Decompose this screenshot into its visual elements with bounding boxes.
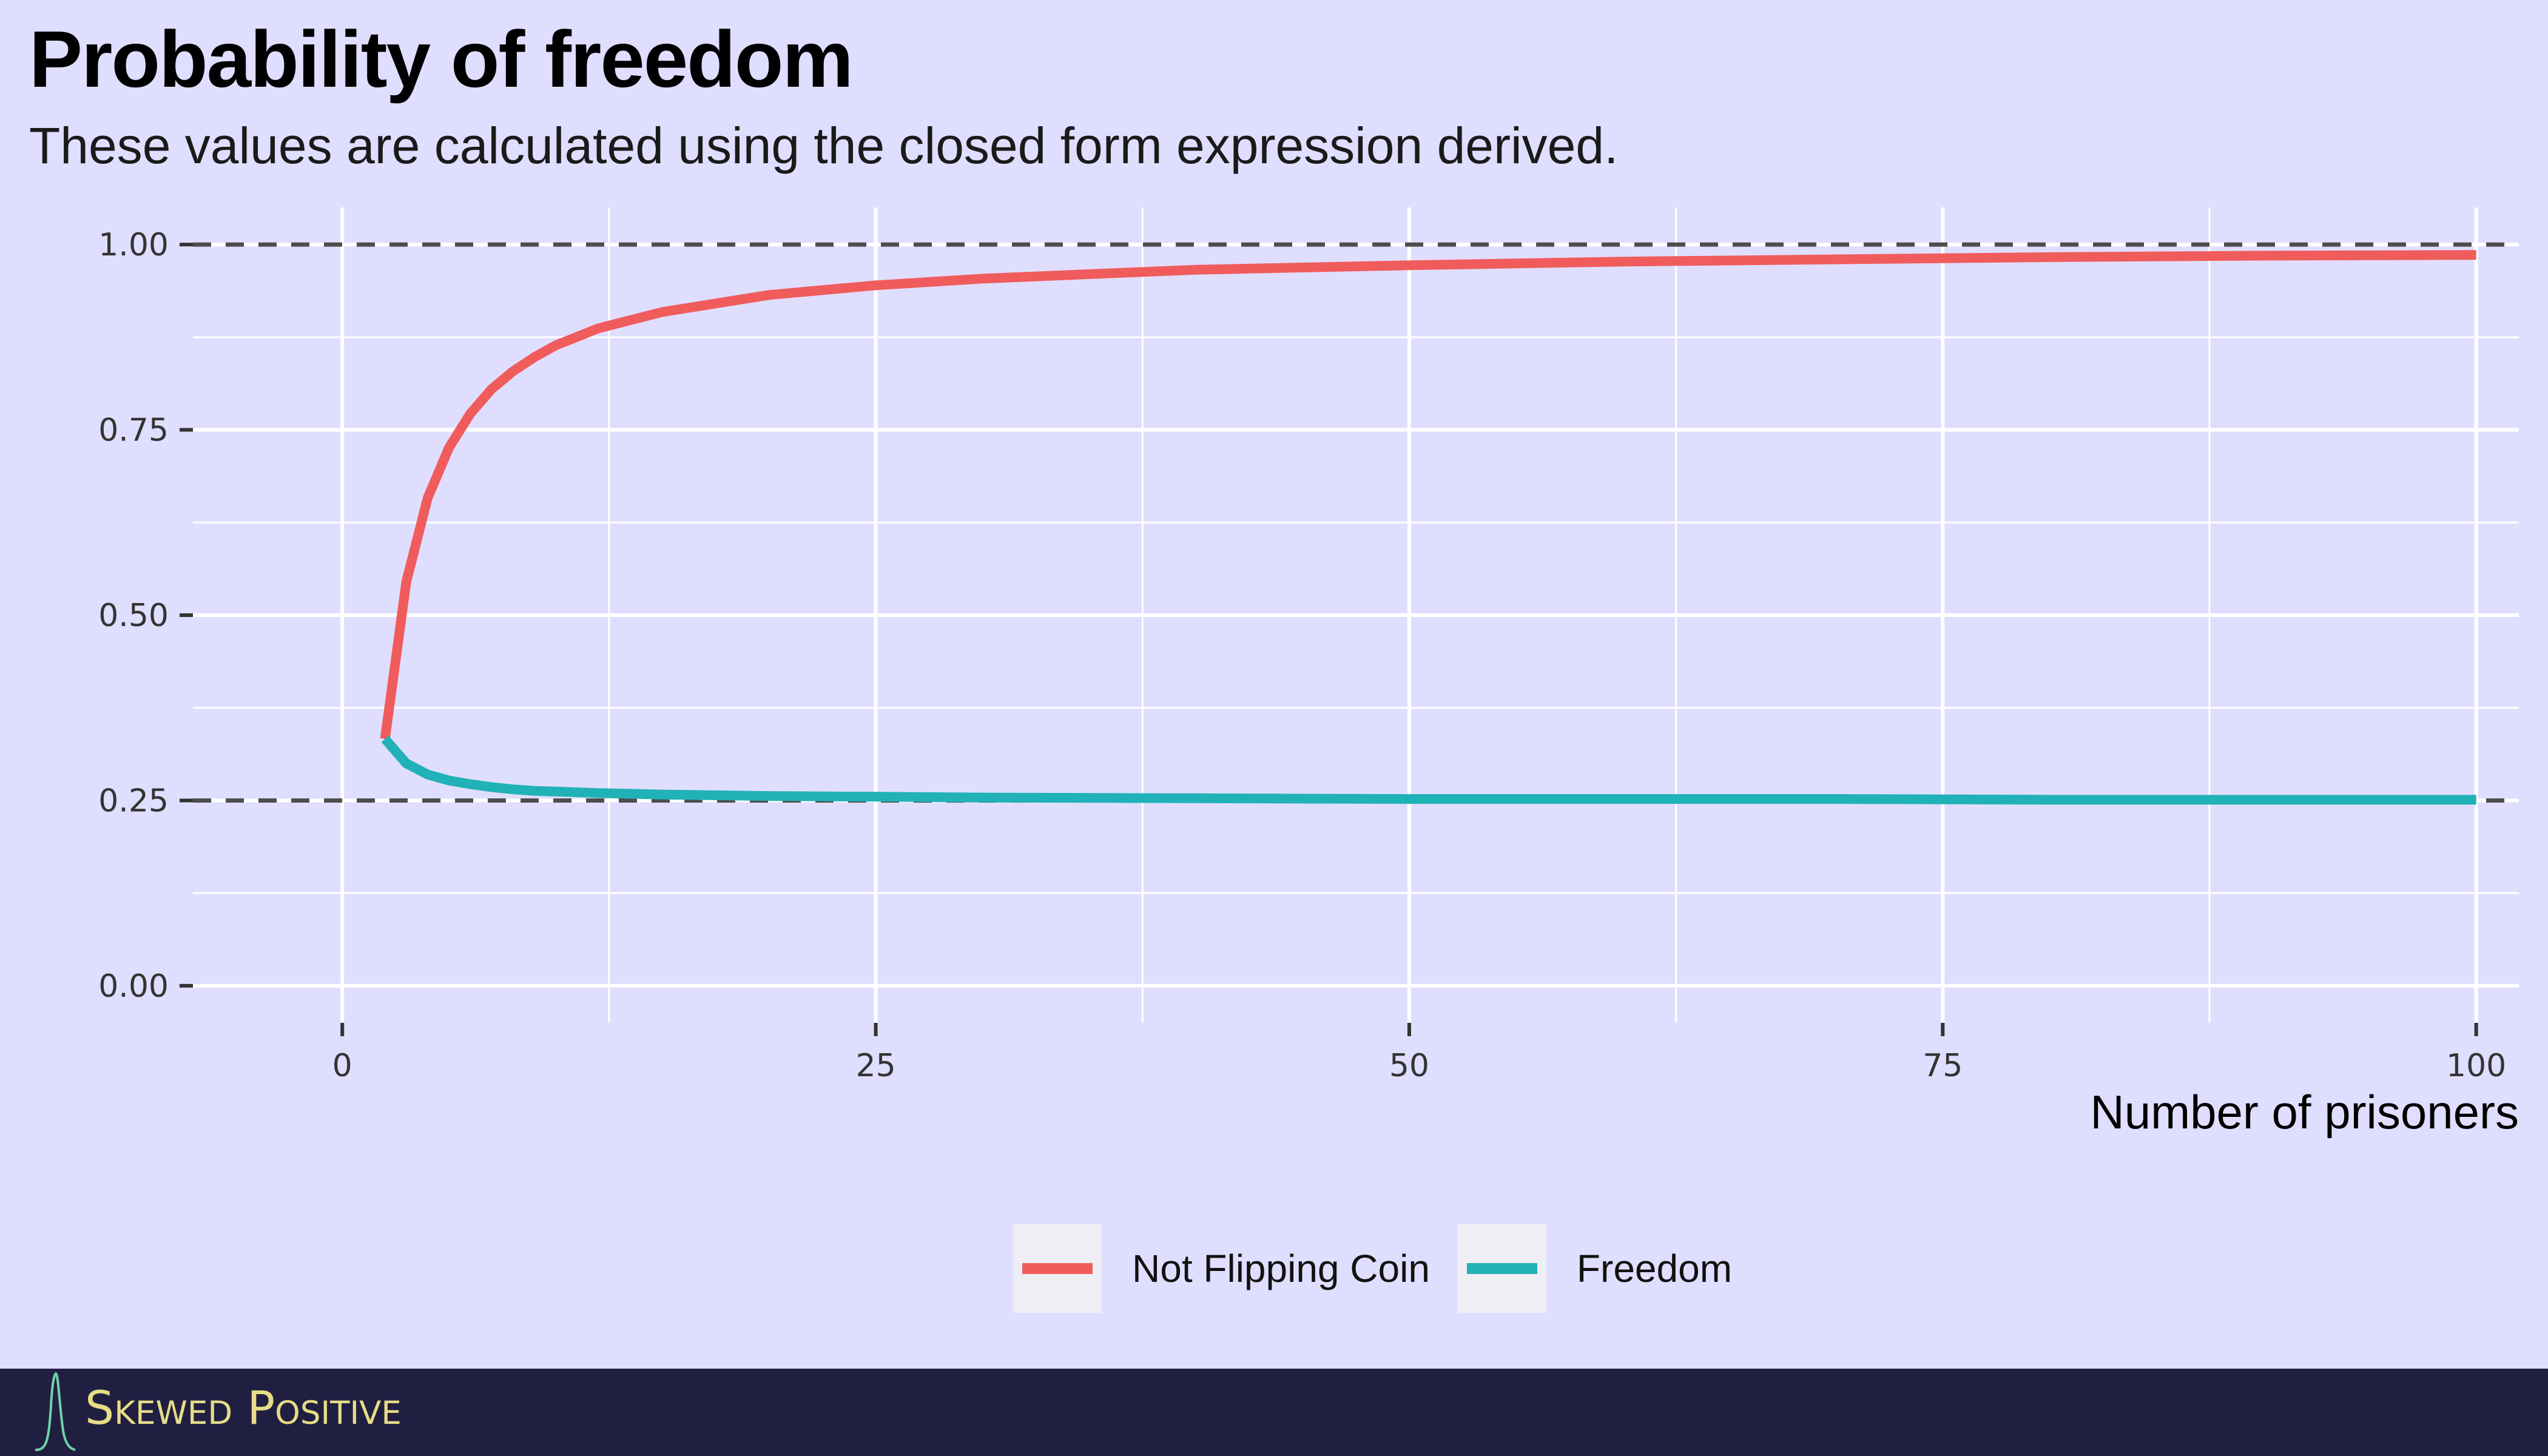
- y-tick-label: 0.25: [98, 783, 169, 819]
- legend-label-not-flipping-coin: Not Flipping Coin: [1132, 1247, 1430, 1290]
- footer-bar: [0, 1369, 2548, 1456]
- skewed-distribution-logo-icon: [35, 1372, 76, 1451]
- series-lines: [380, 250, 2476, 805]
- legend: Not Flipping Coin Freedom: [1013, 1224, 1760, 1313]
- x-tick-label: 100: [2446, 1048, 2506, 1084]
- major-gridlines: [193, 207, 2519, 1023]
- legend-key-freedom: [1457, 1224, 1546, 1313]
- x-tick-label: 0: [332, 1048, 352, 1084]
- chart-subtitle: These values are calculated using the cl…: [29, 117, 1619, 174]
- x-tick-label: 25: [855, 1048, 895, 1084]
- x-axis-title: Number of prisoners: [2090, 1085, 2519, 1139]
- legend-key-not-flipping-coin: [1013, 1224, 1102, 1313]
- y-tick-label: 0.75: [98, 413, 169, 449]
- legend-swatch-teal: [1466, 1263, 1537, 1274]
- y-tick-label: 1.00: [98, 227, 169, 263]
- legend-label-freedom: Freedom: [1576, 1247, 1732, 1290]
- line-chart: 0.00 0.25 0.50 0.75 1.00 0 25 50 75 100 Number o…: [98, 207, 2519, 1139]
- y-tick-label: 0.00: [98, 968, 169, 1005]
- series-line-not-flipping-coin: [380, 250, 2476, 740]
- y-tick-label: 0.50: [98, 598, 169, 634]
- x-axis-tick-labels: 0 25 50 75 100: [332, 1048, 2507, 1084]
- series-line-freedom: [381, 735, 2476, 805]
- x-tick-label: 50: [1389, 1048, 1429, 1084]
- legend-item-freedom[interactable]: Freedom: [1457, 1224, 1732, 1313]
- legend-item-not-flipping-coin[interactable]: Not Flipping Coin: [1013, 1224, 1430, 1313]
- y-axis-tick-labels: 0.00 0.25 0.50 0.75 1.00: [98, 227, 169, 1005]
- footer-brand: Skewed Positive: [85, 1381, 402, 1435]
- axis-ticks: [180, 243, 2478, 1036]
- chart-title: Probability of freedom: [29, 15, 854, 104]
- x-tick-label: 75: [1923, 1048, 1963, 1084]
- legend-swatch-red: [1022, 1263, 1093, 1274]
